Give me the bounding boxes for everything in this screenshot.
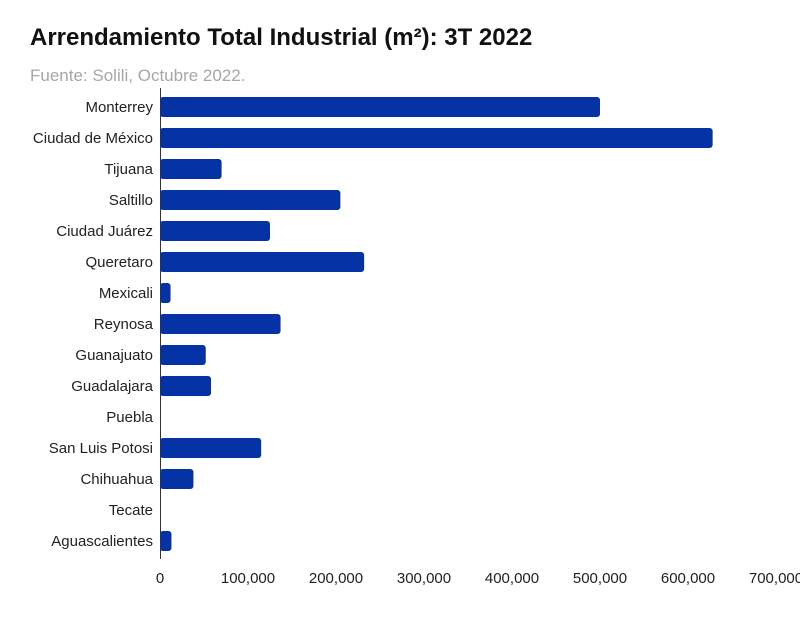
category-label: Guanajuato xyxy=(75,347,153,364)
x-axis-tick-labels: 0 100,000 200,000 300,000 400,000 500,000 600,… xyxy=(156,570,800,587)
x-tick-label: 500,000 xyxy=(573,570,627,587)
bar xyxy=(160,469,194,489)
category-label: Tijuana xyxy=(104,161,153,178)
bar xyxy=(160,314,281,334)
bar xyxy=(160,283,171,303)
bar xyxy=(160,128,713,148)
x-tick-label: 600,000 xyxy=(661,570,715,587)
bar xyxy=(160,531,172,551)
x-tick-label: 300,000 xyxy=(397,570,451,587)
x-tick-label: 100,000 xyxy=(221,570,275,587)
category-label: Chihuahua xyxy=(80,471,153,488)
category-label: Tecate xyxy=(109,502,153,519)
category-label: Ciudad de México xyxy=(33,130,153,147)
category-label: Guadalajara xyxy=(71,378,153,395)
bar xyxy=(160,97,600,117)
bar xyxy=(160,438,262,458)
bar xyxy=(160,159,222,179)
category-label: Mexicali xyxy=(99,285,153,302)
chart-title: Arrendamiento Total Industrial (m²): 3T … xyxy=(30,24,533,51)
bar xyxy=(160,252,365,272)
category-labels: Monterrey Ciudad de México Tijuana Saltillo… xyxy=(33,99,154,550)
bar xyxy=(160,190,341,210)
category-label: Aguascalientes xyxy=(51,533,153,550)
bar xyxy=(160,376,212,396)
bars-group xyxy=(160,97,713,551)
category-label: Saltillo xyxy=(109,192,153,209)
x-tick-label: 200,000 xyxy=(309,570,363,587)
x-tick-label: 400,000 xyxy=(485,570,539,587)
chart-subtitle: Fuente: Solili, Octubre 2022. xyxy=(30,66,246,85)
bar xyxy=(160,345,206,365)
bar xyxy=(160,221,270,241)
x-tick-label: 700,000 xyxy=(749,570,800,587)
category-label: San Luis Potosi xyxy=(49,440,153,457)
category-label: Queretaro xyxy=(85,254,153,271)
x-tick-label: 0 xyxy=(156,570,164,587)
category-label: Reynosa xyxy=(94,316,154,333)
category-label: Ciudad Juárez xyxy=(56,223,153,240)
category-label: Puebla xyxy=(106,409,153,426)
category-label: Monterrey xyxy=(85,99,153,116)
